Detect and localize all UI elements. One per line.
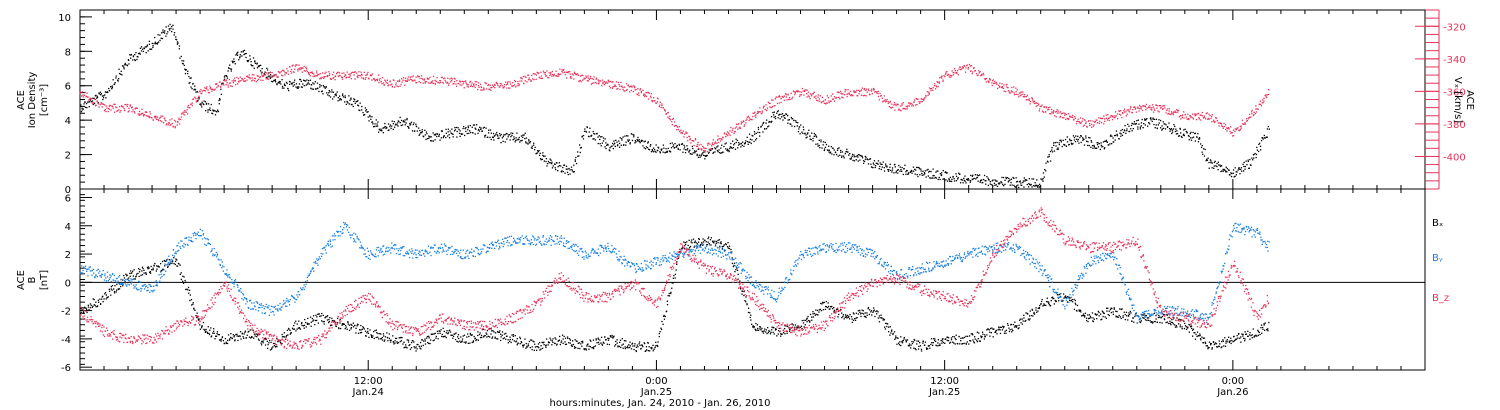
field-y-tick-label: 0 xyxy=(65,278,71,289)
legend-bz: B_z xyxy=(1432,293,1449,304)
legend-by: Bᵧ xyxy=(1432,253,1443,264)
bottom-left-axis-label: ACE B [nT] xyxy=(16,270,50,290)
field-y-tick-label: 6 xyxy=(65,193,71,204)
series-red xyxy=(80,207,1270,350)
top-left-label-line2: Ion Density xyxy=(27,72,38,129)
time-tick-label: 0:00 xyxy=(1222,376,1244,387)
field-y-tick-label: 2 xyxy=(65,250,71,261)
velocity-y-tick-label: -340 xyxy=(1443,55,1466,66)
field-y-tick-label: 4 xyxy=(65,222,71,233)
time-tick-date: Jan.25 xyxy=(640,387,672,398)
field-y-tick-label: -2 xyxy=(61,307,71,318)
series-black xyxy=(80,236,1270,353)
time-tick-date: Jan.25 xyxy=(928,387,960,398)
top-left-label-line3: [cm⁻³] xyxy=(39,84,50,116)
velocity-y-tick-label: -400 xyxy=(1443,152,1466,163)
field-y-tick-label: -4 xyxy=(61,335,71,346)
time-axis: 12:00Jan.240:00Jan.2512:00Jan.250:00Jan.… xyxy=(79,10,1426,398)
time-tick-label: 0:00 xyxy=(645,376,667,387)
bottom-left-label-line3: [nT] xyxy=(39,270,50,290)
field-legend: Bₓ Bᵧ B_z xyxy=(1432,218,1449,304)
x-axis-title: hours:minutes, Jan. 24, 2010 - Jan. 26, … xyxy=(550,398,771,409)
legend-bx: Bₓ xyxy=(1432,218,1443,229)
velocity-series xyxy=(79,63,1270,153)
top-right-axis-label: ACE Vₓ [km/s] xyxy=(1452,77,1475,123)
density-y-tick-label: 2 xyxy=(65,151,71,162)
bottom-left-label-line2: B xyxy=(27,276,38,283)
time-tick-date: Jan.24 xyxy=(352,387,384,398)
top-right-label-line2: Vₓ [km/s] xyxy=(1452,77,1463,123)
top-right-label-line1: ACE xyxy=(1464,90,1475,110)
density-y-tick-label: 10 xyxy=(58,13,71,24)
density-velocity-panel: 0 2 4 6 8 10 -400 -380 -360 -340 -320 xyxy=(58,9,1466,196)
top-left-label-line1: ACE xyxy=(16,90,27,110)
density-y-tick-label: 8 xyxy=(65,47,71,58)
panel-frame xyxy=(79,188,1426,371)
density-y-tick-label: 4 xyxy=(65,116,71,127)
time-tick-label: 12:00 xyxy=(930,376,959,387)
panel-frame xyxy=(79,9,1426,190)
series-blue xyxy=(79,221,1270,324)
density-y-tick-label: 0 xyxy=(65,185,71,196)
magnetic-field-panel: -6 -4 -2 0 2 4 6 xyxy=(61,188,1426,374)
velocity-y-tick-label: -380 xyxy=(1443,120,1466,131)
time-tick-date: Jan.26 xyxy=(1216,387,1248,398)
time-tick-label: 12:00 xyxy=(354,376,383,387)
top-left-axis-label: ACE Ion Density [cm⁻³] xyxy=(16,72,50,129)
field-y-tick-label: -6 xyxy=(61,363,71,374)
density-series xyxy=(80,23,1270,189)
density-y-tick-label: 6 xyxy=(65,82,71,93)
velocity-y-tick-label: -320 xyxy=(1443,22,1466,33)
velocity-y-tick-label: -360 xyxy=(1443,87,1466,98)
bottom-left-label-line1: ACE xyxy=(16,270,27,290)
